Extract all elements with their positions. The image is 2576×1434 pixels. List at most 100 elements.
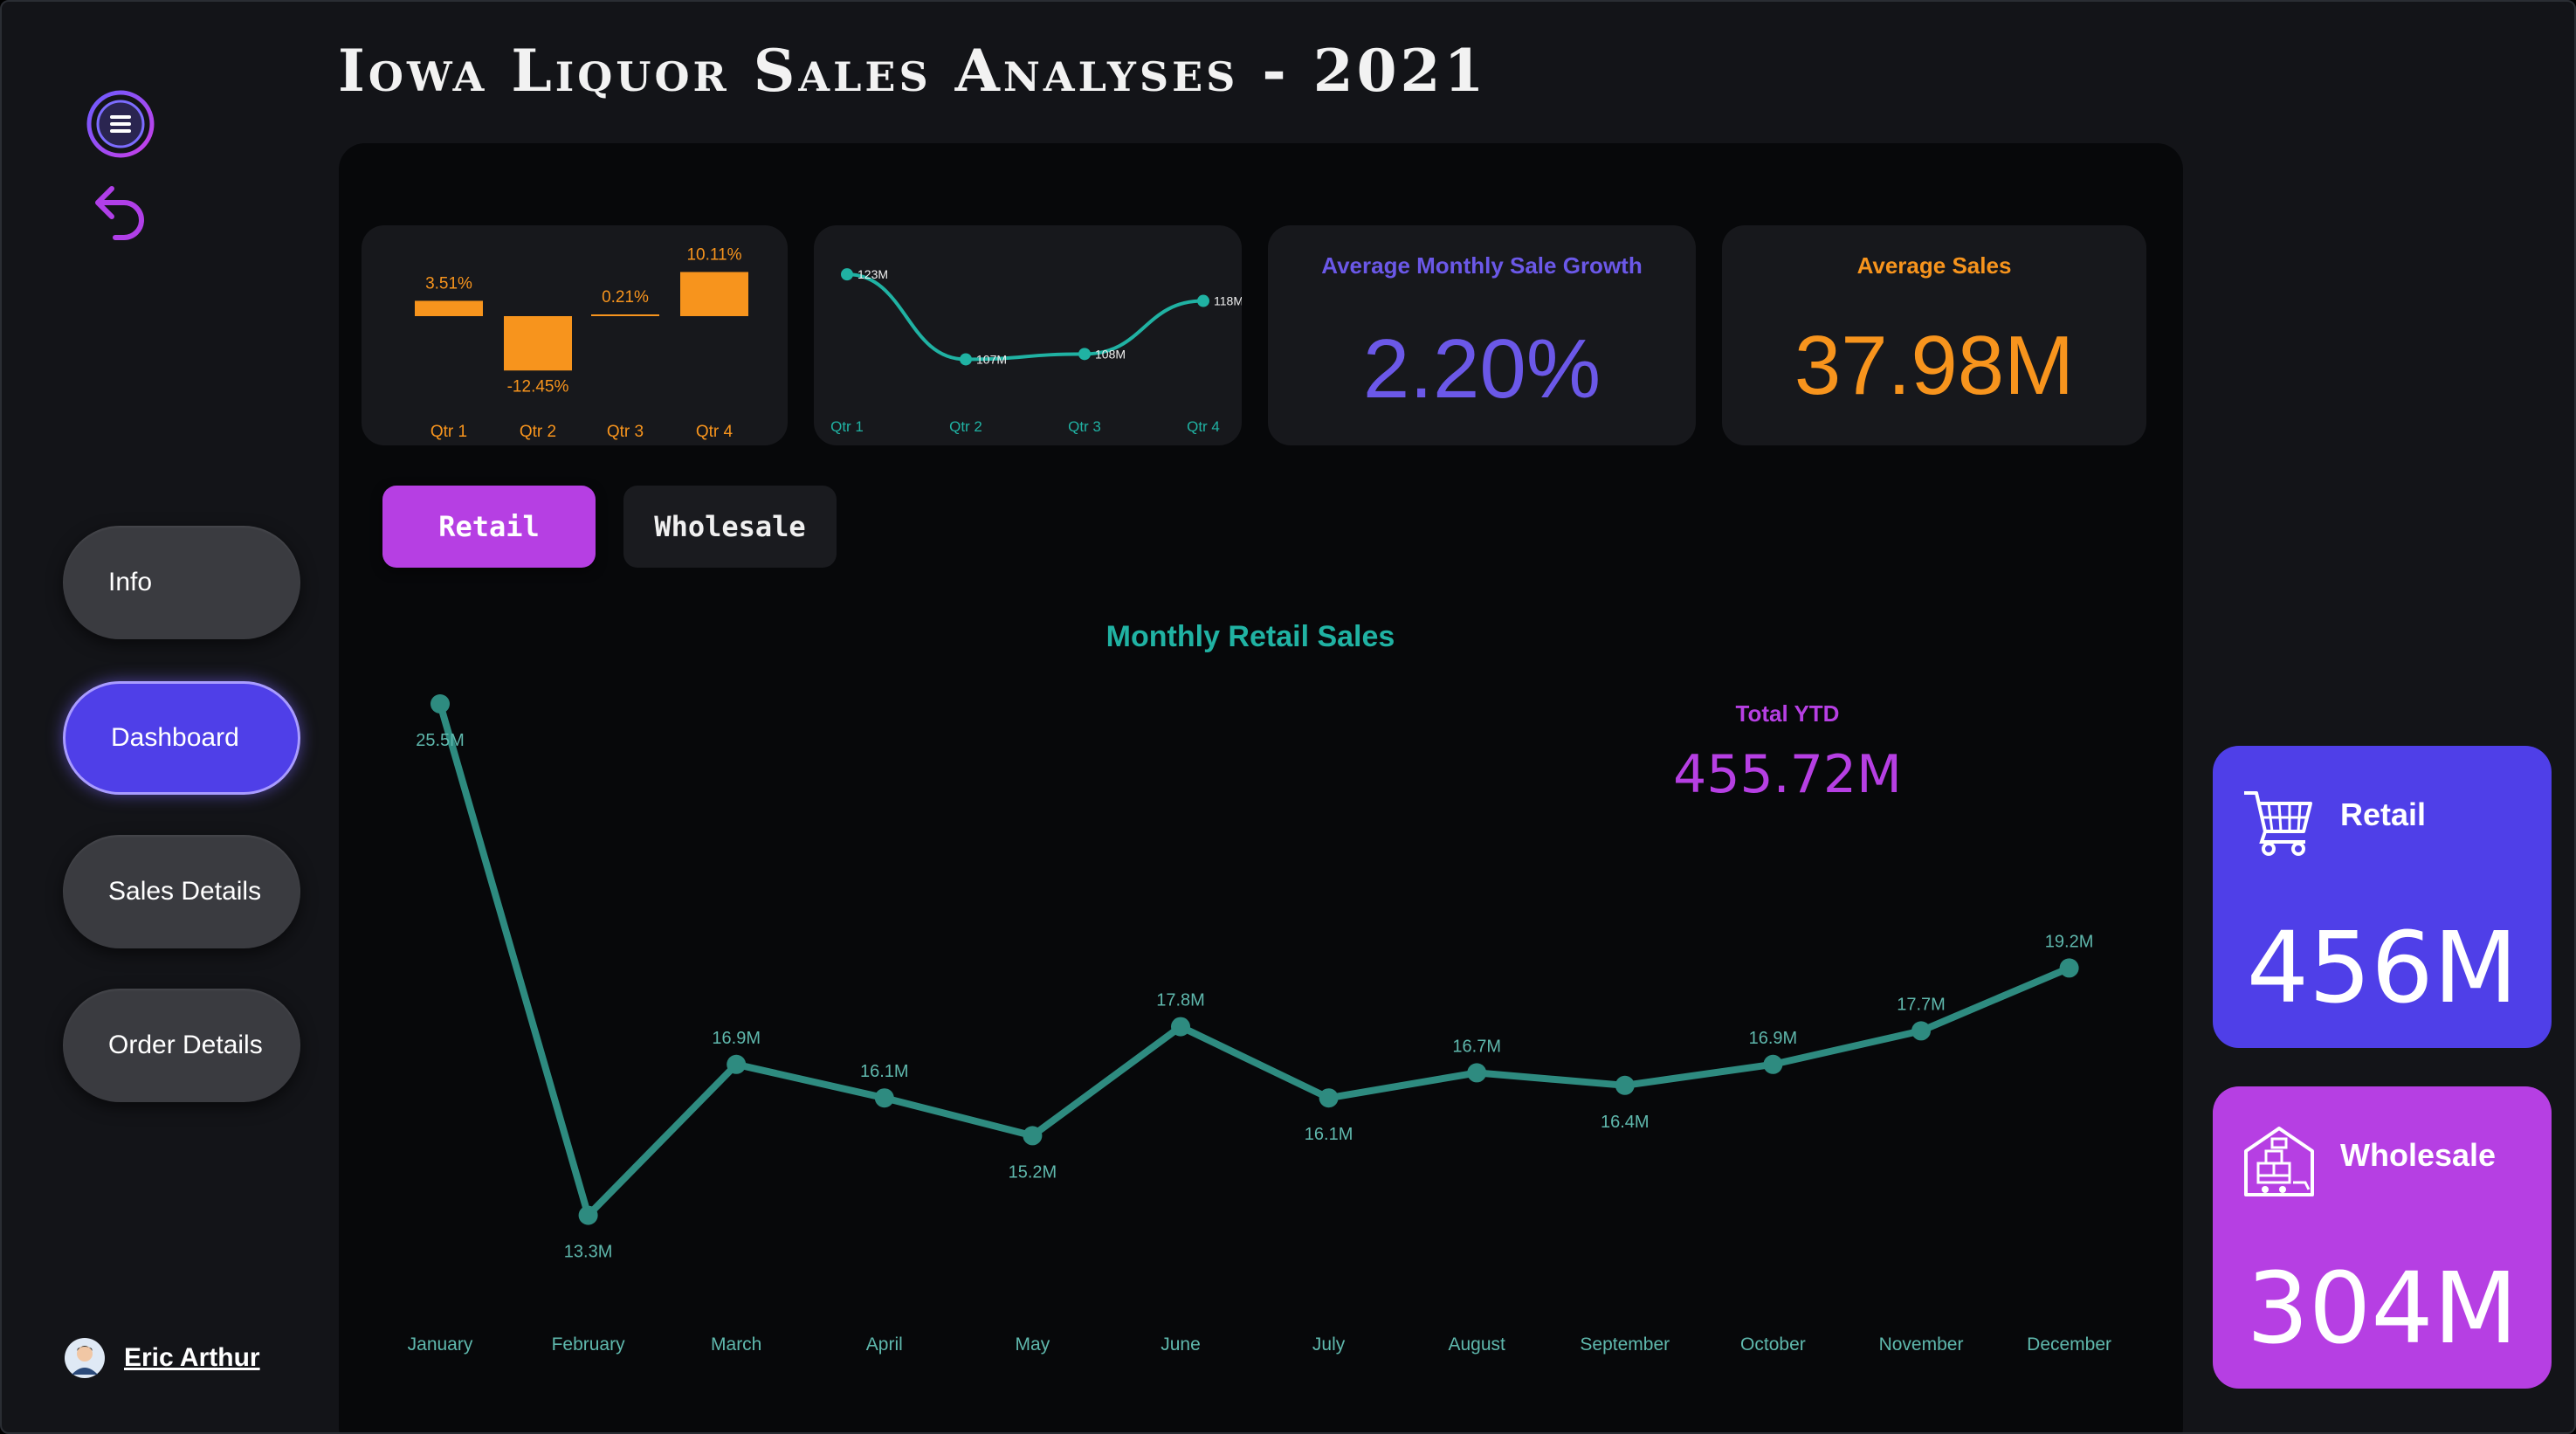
retail-toggle-button[interactable]: Retail bbox=[382, 486, 596, 568]
tick-label: Qtr 3 bbox=[607, 423, 644, 441]
data-point bbox=[874, 1088, 894, 1108]
tick-label: February bbox=[552, 1334, 626, 1355]
bar bbox=[591, 314, 659, 316]
data-label: 13.3M bbox=[564, 1243, 613, 1262]
data-label: 16.4M bbox=[1601, 1113, 1650, 1132]
wholesale-total-card: Wholesale 304M bbox=[2213, 1086, 2552, 1389]
sidebar-item-info[interactable]: Info bbox=[63, 526, 300, 639]
data-point bbox=[578, 1205, 598, 1225]
tick-label: October bbox=[1740, 1334, 1806, 1355]
data-point bbox=[1911, 1021, 1931, 1041]
data-point bbox=[1615, 1075, 1635, 1095]
quarterly-growth-card: 3.51% Qtr 1 -12.45% Qtr 2 0.21% Qtr 3 10.11% Qt… bbox=[362, 225, 788, 445]
sidebar-item-dashboard[interactable]: Dashboard bbox=[63, 681, 300, 795]
data-point bbox=[960, 353, 972, 366]
avg-monthly-growth-card: Average Monthly Sale Growth 2.20% bbox=[1268, 225, 1696, 445]
quarterly-growth-chart: 3.51% Qtr 1 -12.45% Qtr 2 0.21% Qtr 3 10.11% Qt… bbox=[415, 245, 748, 441]
bar bbox=[415, 300, 483, 316]
tick-label: September bbox=[1580, 1334, 1670, 1355]
wholesale-card-label: Wholesale bbox=[2340, 1137, 2497, 1173]
data-label: 19.2M bbox=[2045, 932, 2094, 951]
data-point bbox=[1171, 1017, 1190, 1037]
data-label: 118M bbox=[1214, 294, 1242, 308]
wholesale-toggle-button[interactable]: Wholesale bbox=[623, 486, 837, 568]
data-label: 16.1M bbox=[860, 1062, 909, 1081]
data-point bbox=[1763, 1054, 1783, 1074]
warehouse-icon bbox=[2244, 1127, 2314, 1196]
data-label: 108M bbox=[1095, 347, 1126, 361]
data-label: 10.11% bbox=[686, 245, 741, 264]
tick-label: November bbox=[1879, 1334, 1964, 1355]
data-label: 16.1M bbox=[1305, 1125, 1353, 1144]
tick-label: July bbox=[1312, 1334, 1346, 1355]
tick-label: May bbox=[1016, 1334, 1050, 1355]
data-point bbox=[2059, 958, 2079, 978]
data-point bbox=[1078, 348, 1091, 361]
hamburger-menu-icon[interactable] bbox=[86, 89, 155, 159]
tick-label: Qtr 2 bbox=[949, 418, 982, 435]
sidebar-item-sales-details[interactable]: Sales Details bbox=[63, 835, 300, 948]
quarterly-sales-card: 123M Qtr 1 107M Qtr 2 108M Qtr 3 118M Qtr 4 bbox=[814, 225, 1243, 445]
tick-label: June bbox=[1161, 1334, 1201, 1355]
sidebar-item-label: Sales Details bbox=[108, 877, 262, 906]
data-point bbox=[841, 268, 853, 281]
chart-title: Monthly Retail Sales bbox=[1105, 620, 1395, 653]
data-label: 16.9M bbox=[712, 1029, 761, 1048]
data-label: 123M bbox=[858, 267, 888, 281]
avatar bbox=[65, 1338, 105, 1378]
data-point bbox=[727, 1054, 747, 1074]
data-label: 16.9M bbox=[1749, 1029, 1798, 1048]
data-label: 15.2M bbox=[1009, 1162, 1057, 1182]
sidebar-item-label: Info bbox=[108, 568, 153, 596]
wholesale-card-value: 304M bbox=[2246, 1252, 2518, 1366]
data-point bbox=[1467, 1063, 1487, 1083]
data-label: 17.8M bbox=[1156, 991, 1205, 1010]
shopping-cart-icon bbox=[2244, 791, 2312, 856]
total-ytd-label: Total YTD bbox=[1735, 700, 1840, 727]
data-label: 3.51% bbox=[425, 274, 472, 293]
user-name-link[interactable]: Eric Arthur bbox=[124, 1343, 260, 1372]
tick-label: March bbox=[711, 1334, 761, 1355]
data-label: 17.7M bbox=[1897, 995, 1946, 1014]
data-point bbox=[430, 694, 450, 714]
sidebar-item-label: Order Details bbox=[108, 1031, 263, 1059]
retail-card-label: Retail bbox=[2340, 796, 2427, 832]
tick-label: Qtr 4 bbox=[696, 423, 734, 441]
monthly-retail-sales-chart: 25.5M January 13.3M February 16.9M March 16.1M… bbox=[408, 694, 2111, 1355]
user-profile[interactable]: Eric Arthur bbox=[65, 1338, 260, 1378]
data-label: 16.7M bbox=[1452, 1037, 1501, 1056]
data-label: 25.5M bbox=[416, 731, 465, 750]
kpi-value: 2.20% bbox=[1362, 322, 1601, 416]
tick-label: Qtr 2 bbox=[520, 423, 556, 441]
data-point bbox=[1197, 294, 1209, 307]
data-label: -12.45% bbox=[507, 377, 569, 396]
kpi-title: Average Sales bbox=[1856, 252, 2012, 279]
tick-label: January bbox=[408, 1334, 473, 1355]
bar bbox=[504, 316, 572, 371]
kpi-title: Average Monthly Sale Growth bbox=[1321, 252, 1643, 279]
bar bbox=[680, 272, 748, 316]
kpi-value: 37.98M bbox=[1794, 319, 2075, 412]
tick-label: Qtr 4 bbox=[1187, 418, 1220, 435]
tick-label: Qtr 1 bbox=[830, 418, 864, 435]
series-line bbox=[846, 272, 1204, 362]
tick-label: April bbox=[866, 1334, 903, 1355]
avg-sales-card: Average Sales 37.98M bbox=[1722, 225, 2146, 445]
sidebar-item-label: Dashboard bbox=[111, 723, 239, 752]
data-label: 0.21% bbox=[602, 288, 649, 307]
tick-label: Qtr 1 bbox=[430, 423, 467, 441]
page-title: Iowa Liquor Sales Analyses - 2021 bbox=[338, 37, 1488, 105]
total-ytd-value: 455.72M bbox=[1673, 744, 1902, 805]
retail-card-value: 456M bbox=[2246, 912, 2518, 1025]
data-point bbox=[1319, 1088, 1339, 1108]
series-line bbox=[437, 702, 2071, 1219]
retail-total-card: Retail 456M bbox=[2213, 746, 2552, 1048]
data-label: 107M bbox=[976, 352, 1007, 366]
undo-arrow-icon[interactable] bbox=[86, 176, 155, 246]
data-point bbox=[1023, 1126, 1043, 1146]
tick-label: December bbox=[2027, 1334, 2111, 1355]
tick-label: Qtr 3 bbox=[1068, 418, 1101, 435]
sidebar-item-order-details[interactable]: Order Details bbox=[63, 989, 300, 1102]
tick-label: August bbox=[1449, 1334, 1506, 1355]
